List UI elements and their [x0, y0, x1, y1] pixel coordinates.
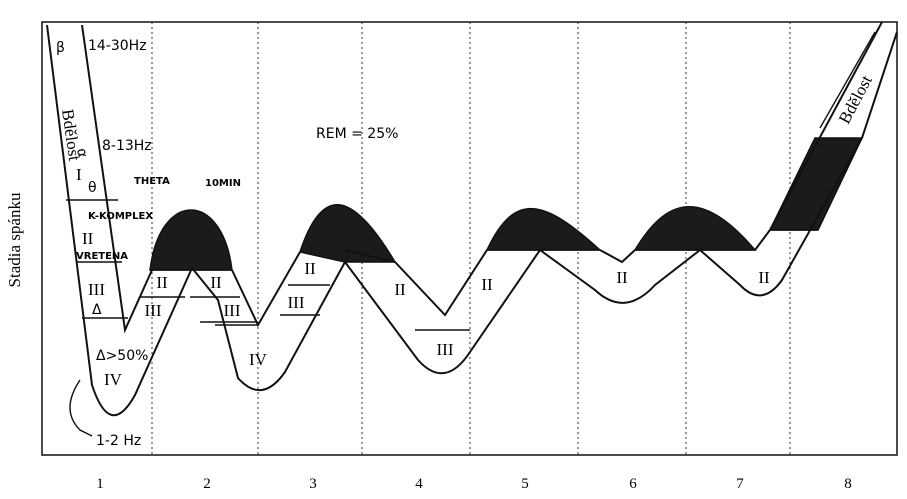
x-label: 5: [521, 476, 529, 492]
annotation: α: [73, 147, 90, 159]
x-label: 6: [629, 476, 637, 492]
annotation: II: [82, 229, 94, 248]
annotation: IV: [104, 370, 123, 389]
annotation: REM = 25%: [316, 126, 398, 142]
x-label: 8: [844, 476, 852, 492]
annotation: VRETENA: [76, 251, 128, 262]
annotation: Δ>50%: [96, 348, 148, 364]
stage-label: II: [616, 268, 628, 287]
stage-label: IV: [249, 350, 268, 369]
stage-label: II: [210, 273, 222, 292]
annotation: Δ: [92, 302, 102, 318]
annotation: 8-13Hz: [102, 138, 152, 154]
stage-label: III: [288, 293, 305, 312]
x-label: 4: [415, 476, 423, 492]
annotation: β: [56, 40, 65, 56]
arrow: [69, 379, 93, 437]
annotation: I: [76, 165, 82, 184]
x-label: 1: [96, 476, 104, 492]
hypnogram-band: [46, 21, 898, 417]
annotation: 10MIN: [205, 178, 241, 189]
annotation: K-KOMPLEX: [88, 211, 153, 222]
stage-label: III: [437, 340, 454, 359]
x-label: 3: [309, 476, 317, 492]
stage-label: II: [304, 259, 316, 278]
stage-label: II: [156, 273, 168, 292]
x-label: 2: [203, 476, 211, 492]
x-label: 7: [736, 476, 744, 492]
stage-label: II: [394, 280, 406, 299]
annotation: 14-30Hz: [88, 38, 147, 54]
stage-label: II: [481, 275, 493, 294]
stage-label: III: [224, 301, 241, 320]
annotation: THETA: [134, 176, 170, 187]
annotation: III: [88, 280, 105, 299]
annotation: 1-2 Hz: [96, 433, 141, 449]
annotation: θ: [88, 180, 97, 196]
stage-label: II: [758, 268, 770, 287]
stage-label: III: [145, 301, 162, 320]
y-axis-label: Stadia spánku: [5, 192, 24, 287]
